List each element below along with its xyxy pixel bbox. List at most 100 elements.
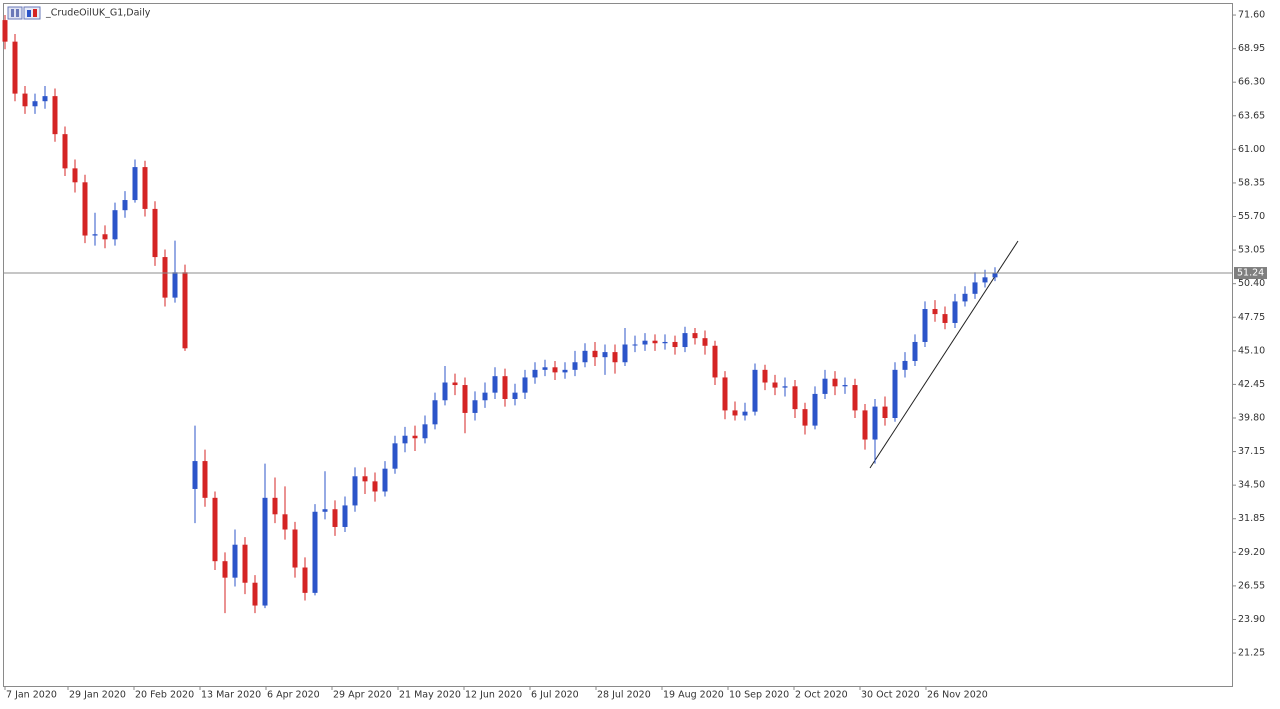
candle-body xyxy=(252,582,258,606)
candle-body xyxy=(552,367,558,373)
candle-body xyxy=(592,350,598,358)
candle-body xyxy=(242,544,248,583)
candle-body xyxy=(192,461,198,489)
candle-body xyxy=(782,386,788,388)
candle-body xyxy=(162,257,168,298)
candle-body xyxy=(262,497,268,606)
x-tick-label: 28 Jul 2020 xyxy=(597,690,651,701)
y-tick-label: 58.35 xyxy=(1238,177,1265,188)
candle-body xyxy=(342,505,348,527)
candle-body xyxy=(942,314,948,323)
x-tick-label: 21 May 2020 xyxy=(399,690,461,701)
candle-body xyxy=(312,511,318,593)
candles xyxy=(2,15,998,614)
candle-body xyxy=(972,282,978,294)
y-tick-label: 66.30 xyxy=(1238,77,1265,88)
candle-body xyxy=(862,410,868,440)
candle-body xyxy=(612,352,618,363)
candle-body xyxy=(582,350,588,363)
y-tick-label: 53.05 xyxy=(1238,245,1265,256)
trend-line xyxy=(869,240,1019,469)
candle-body xyxy=(702,338,708,346)
candle-body xyxy=(372,481,378,492)
candle-body xyxy=(282,514,288,530)
x-tick-label: 7 Jan 2020 xyxy=(6,690,57,701)
x-tick-label: 2 Oct 2020 xyxy=(795,690,848,701)
candle-body xyxy=(952,301,958,323)
candle-body xyxy=(662,341,668,344)
y-tick-label: 42.45 xyxy=(1238,379,1265,390)
y-tick-label: 39.80 xyxy=(1238,412,1265,423)
candle-body xyxy=(542,367,548,370)
candle-body xyxy=(442,382,448,401)
candle-body xyxy=(182,272,188,349)
candle-body xyxy=(42,96,48,102)
candle-body xyxy=(232,544,238,578)
x-tick-label: 30 Oct 2020 xyxy=(861,690,920,701)
candle-body xyxy=(912,341,918,361)
x-tick-label: 26 Nov 2020 xyxy=(927,690,988,701)
candle-body xyxy=(482,392,488,401)
icon-bar xyxy=(11,9,14,17)
candle-body xyxy=(142,167,148,209)
x-tick-label: 13 Mar 2020 xyxy=(201,690,261,701)
candle-body xyxy=(992,273,998,278)
candle-body xyxy=(62,134,68,169)
x-tick-label: 6 Apr 2020 xyxy=(267,690,320,701)
candle-body xyxy=(932,309,938,315)
candle-body xyxy=(842,385,848,387)
x-tick-label: 29 Apr 2020 xyxy=(333,690,392,701)
candle-body xyxy=(802,409,808,426)
candle-body xyxy=(682,333,688,348)
icon-box xyxy=(23,6,41,20)
y-tick-label: 31.85 xyxy=(1238,513,1265,524)
candle-body xyxy=(452,382,458,386)
y-tick-label: 71.60 xyxy=(1238,10,1265,21)
candle-body xyxy=(22,93,28,107)
candle-body xyxy=(752,369,758,412)
candle-body xyxy=(852,385,858,411)
candle-body xyxy=(52,96,58,135)
candle-body xyxy=(352,476,358,506)
candle-body xyxy=(132,167,138,201)
candle-body xyxy=(392,443,398,469)
candle-body xyxy=(112,210,118,240)
candle-body xyxy=(492,376,498,393)
candle-body xyxy=(152,208,158,258)
candle-body xyxy=(672,341,678,348)
candle-body xyxy=(32,101,38,107)
candle-body xyxy=(202,461,208,498)
candle-body xyxy=(272,497,278,515)
candle-body xyxy=(522,377,528,393)
x-tick-label: 19 Aug 2020 xyxy=(663,690,724,701)
y-tick-label: 68.95 xyxy=(1238,43,1265,54)
candle-body xyxy=(722,377,728,411)
candle-body xyxy=(962,293,968,302)
candle-body xyxy=(532,369,538,378)
candle-body xyxy=(12,41,18,94)
candle-body xyxy=(92,234,98,236)
candle-body xyxy=(822,378,828,394)
candle-body xyxy=(572,362,578,370)
candle-body xyxy=(222,561,228,578)
icon-box xyxy=(7,6,23,20)
y-tick-label: 50.40 xyxy=(1238,278,1265,289)
y-tick-label: 37.15 xyxy=(1238,446,1265,457)
candle-body xyxy=(402,435,408,444)
candle-body xyxy=(642,340,648,345)
candle-body xyxy=(902,360,908,370)
candle-body xyxy=(982,277,988,283)
candle-body xyxy=(432,400,438,425)
candle-body xyxy=(122,200,128,211)
candle-body xyxy=(302,567,308,593)
candle-body xyxy=(412,435,418,439)
candle-body xyxy=(602,352,608,358)
y-tick-label: 47.75 xyxy=(1238,312,1265,323)
candle-body xyxy=(512,392,518,399)
y-tick-label: 21.25 xyxy=(1238,648,1265,659)
candle-body xyxy=(102,234,108,240)
candle-body xyxy=(212,497,218,562)
plot-frame xyxy=(3,3,1233,687)
